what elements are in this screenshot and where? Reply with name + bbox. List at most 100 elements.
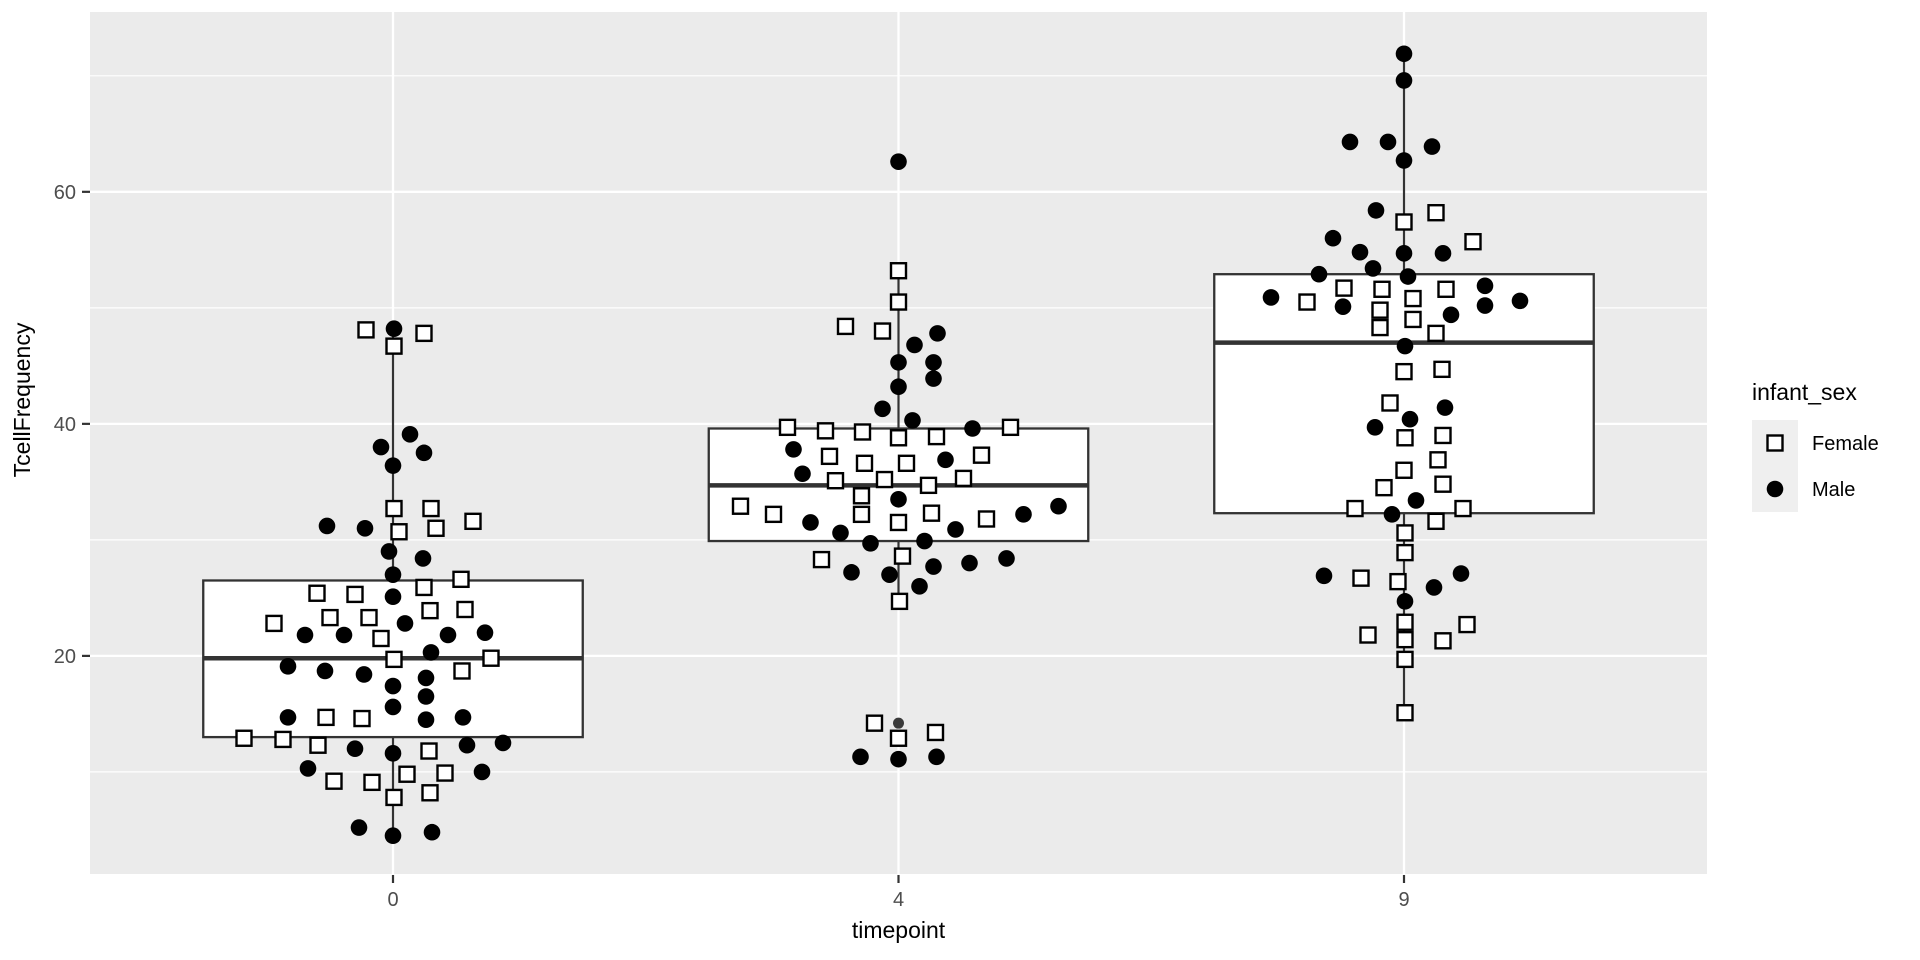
jitter-point-male	[384, 745, 402, 762]
jitter-point-female	[265, 614, 283, 633]
jitter-point-female	[890, 592, 909, 611]
jitter-point-male	[1367, 202, 1385, 219]
legend-label-male: Male	[1812, 479, 1855, 501]
jitter-point-female	[421, 784, 439, 802]
jitter-point-female	[977, 510, 996, 528]
jitter-point-female	[398, 765, 416, 783]
jitter-point-female	[927, 427, 946, 446]
jitter-point-male	[929, 325, 946, 342]
jitter-point-male	[473, 763, 491, 781]
jitter-point-female	[889, 262, 908, 280]
jitter-point-male	[1364, 260, 1382, 277]
y-axis-title: TcellFrequency	[9, 322, 35, 477]
jitter-point-male	[1425, 579, 1443, 596]
jitter-point-female	[325, 772, 343, 790]
chart-generated-layer: 20 40 60 0 4 9	[54, 12, 1707, 911]
jitter-point-female	[1395, 461, 1413, 479]
jitter-point-female	[1371, 301, 1389, 319]
jitter-point-female	[889, 513, 908, 532]
jitter-point-male	[316, 662, 334, 680]
jitter-point-female	[363, 773, 381, 792]
jitter-point-female	[415, 324, 433, 343]
jitter-point-female	[1298, 293, 1316, 311]
jitter-point-female	[274, 730, 292, 749]
jitter-point-female	[889, 293, 908, 311]
jitter-point-female	[372, 629, 390, 648]
jitter-point-female	[873, 322, 892, 340]
jitter-point-female	[731, 497, 750, 515]
jitter-point-male	[925, 558, 942, 575]
jitter-point-female	[855, 454, 874, 473]
jitter-point-male	[384, 566, 402, 583]
jitter-point-female	[415, 578, 433, 597]
jitter-point-female	[826, 472, 845, 490]
jitter-point-male	[384, 457, 402, 474]
jitter-point-female	[926, 723, 945, 742]
jitter-point-female	[1464, 233, 1482, 251]
jitter-point-female	[385, 499, 403, 518]
jitter-point-female	[1458, 615, 1476, 634]
jitter-point-male	[937, 451, 954, 469]
jitter-point-male	[911, 577, 928, 595]
jitter-point-female	[853, 423, 872, 441]
jitter-point-female	[816, 422, 835, 440]
jitter-point-male	[947, 521, 964, 538]
jitter-point-male	[964, 420, 981, 437]
jitter-point-male	[414, 550, 432, 567]
jitter-point-female	[453, 662, 471, 680]
jitter-point-female	[357, 321, 375, 339]
jitter-point-female	[852, 487, 871, 505]
jitter-point-male	[843, 564, 860, 581]
jitter-point-male	[384, 827, 402, 845]
jitter-point-female	[1454, 499, 1472, 518]
jitter-point-female	[452, 570, 470, 589]
jitter-point-female	[308, 584, 326, 602]
jitter-point-male	[415, 444, 433, 462]
jitter-point-male	[1511, 292, 1529, 310]
jitter-point-female	[385, 788, 403, 807]
jitter-point-female	[346, 585, 364, 604]
jitter-point-female	[309, 736, 327, 754]
jitter-point-female	[1371, 318, 1389, 337]
jitter-point-female	[972, 446, 991, 464]
jitter-point-female	[1395, 213, 1413, 231]
jitter-point-male	[1366, 419, 1384, 436]
jitter-point-male	[1324, 229, 1342, 247]
jitter-point-male	[1423, 138, 1441, 155]
jitter-point-male	[1383, 506, 1401, 523]
jitter-point-male	[1379, 133, 1397, 151]
jitter-point-female	[1389, 572, 1407, 591]
jitter-point-male	[916, 532, 933, 550]
jitter-point-male	[1452, 565, 1470, 582]
jitter-point-female	[836, 317, 855, 336]
jitter-point-female	[1437, 280, 1455, 298]
jitter-point-female	[360, 608, 378, 627]
jitter-point-female	[1395, 362, 1413, 381]
jitter-point-female	[1396, 630, 1414, 649]
jitter-point-female	[1396, 524, 1414, 542]
jitter-point-female	[427, 519, 445, 537]
jitter-point-female	[875, 470, 894, 489]
jitter-point-female	[852, 505, 871, 524]
jitter-point-male	[299, 760, 317, 777]
jitter-point-female	[1381, 394, 1399, 412]
jitter-point-male	[439, 626, 457, 644]
jitter-point-male	[890, 490, 907, 508]
jitter-point-male	[335, 626, 353, 644]
jitter-point-female	[1335, 279, 1353, 297]
jitter-point-male	[356, 519, 374, 537]
jitter-point-male	[417, 711, 435, 728]
jitter-point-female	[1396, 543, 1414, 562]
jitter-point-male	[385, 320, 403, 338]
jitter-point-male	[417, 669, 435, 687]
jitter-point-male	[1341, 133, 1359, 151]
jitter-point-male	[1395, 45, 1413, 63]
jitter-point-male	[1401, 410, 1419, 428]
jitter-point-female	[421, 601, 439, 620]
jitter-point-female	[1396, 650, 1414, 669]
x-axis-title: timepoint	[852, 917, 946, 943]
jitter-point-male	[862, 535, 879, 552]
jitter-point-female	[889, 729, 908, 747]
jitter-point-female	[420, 742, 438, 760]
jitter-point-male	[384, 677, 402, 695]
